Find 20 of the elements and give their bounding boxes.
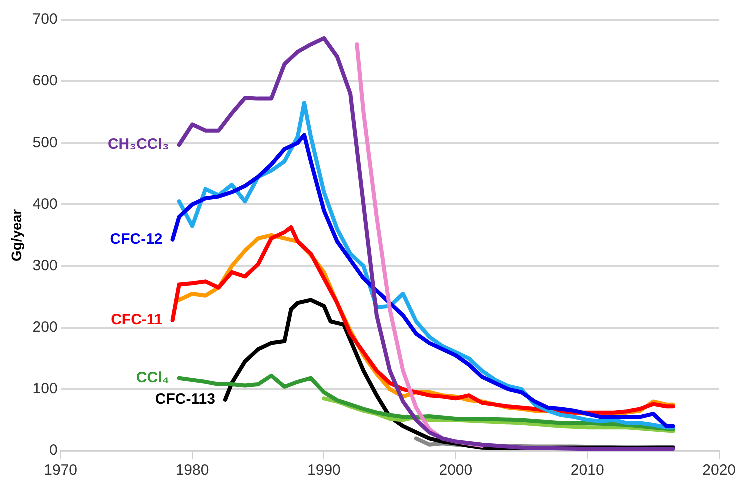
series-label: CFC-113: [155, 391, 216, 408]
x-tick-label: 1980: [176, 462, 210, 480]
x-tick-label: 2020: [702, 462, 736, 480]
y-tick-label: 0: [49, 442, 58, 460]
x-tick-label: 2010: [570, 462, 604, 480]
y-tick-label: 700: [32, 11, 58, 28]
series-label: CCl₄: [136, 369, 170, 386]
series-label: CFC-11: [111, 312, 163, 329]
y-tick-label: 600: [32, 72, 58, 90]
x-tick-label: 2000: [439, 462, 473, 480]
y-tick-label: 200: [32, 319, 58, 336]
series-label: CFC-12: [110, 230, 163, 248]
y-tick-label: 100: [32, 380, 58, 398]
y-tick-label: 300: [32, 257, 58, 274]
series-label: CH₃CCl₃: [108, 136, 170, 154]
y-axis-title: Gg/year: [8, 208, 24, 262]
x-tick-label: 1990: [308, 462, 341, 480]
y-tick-label: 500: [32, 134, 58, 152]
y-tick-label: 400: [32, 196, 58, 213]
x-tick-label: 1970: [44, 462, 78, 480]
